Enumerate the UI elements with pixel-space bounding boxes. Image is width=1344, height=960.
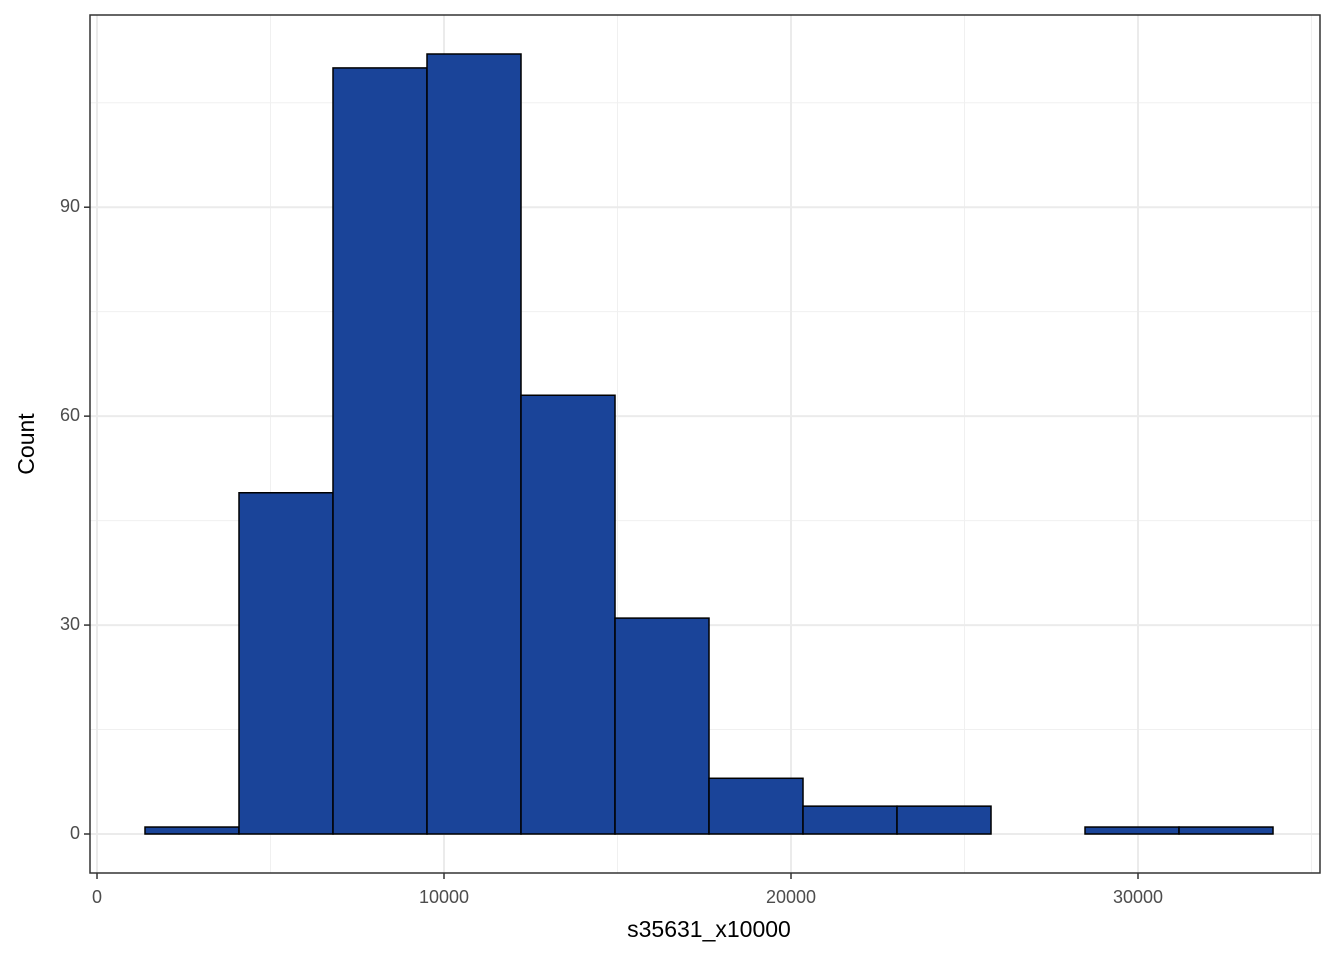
- bar: [1084, 826, 1180, 835]
- x-tick-label: 20000: [766, 887, 816, 907]
- bar: [1178, 826, 1274, 835]
- y-tick-label: 60: [60, 405, 80, 425]
- bar: [144, 826, 240, 835]
- bar: [896, 805, 992, 835]
- bar: [332, 67, 428, 835]
- bar: [802, 805, 898, 835]
- x-tick-label: 10000: [419, 887, 469, 907]
- x-tick-label: 0: [92, 887, 102, 907]
- bar: [520, 394, 616, 835]
- bar: [614, 617, 710, 835]
- bar: [708, 777, 804, 835]
- y-tick-label: 30: [60, 614, 80, 634]
- x-tick-label: 30000: [1113, 887, 1163, 907]
- bar: [238, 492, 334, 835]
- y-tick-label: 0: [70, 823, 80, 843]
- y-axis-title: Count: [13, 413, 39, 475]
- bar: [426, 53, 522, 835]
- panel-border: [89, 14, 1321, 874]
- x-axis-title: s35631_x10000: [627, 916, 791, 942]
- y-tick-label: 90: [60, 196, 80, 216]
